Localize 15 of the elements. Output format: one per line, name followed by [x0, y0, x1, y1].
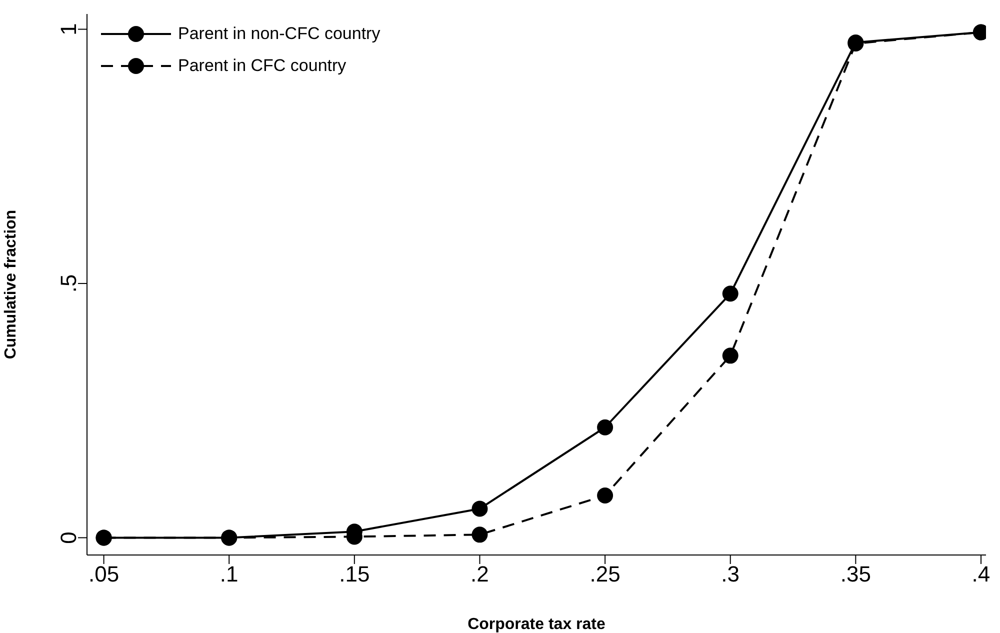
x-tick-label: .25 — [590, 562, 620, 587]
x-tick-label: .2 — [470, 562, 489, 587]
x-tick-label: .3 — [721, 562, 740, 587]
legend-label: Parent in CFC country — [178, 56, 346, 76]
x-tick-label: .15 — [339, 562, 370, 587]
y-tick-label: 1 — [56, 23, 81, 36]
x-tick-label: .35 — [840, 562, 871, 587]
y-tick-label: .5 — [56, 274, 81, 293]
x-tick-label: .4 — [972, 562, 990, 587]
x-tick-label: .05 — [88, 562, 120, 587]
y-tick-label: 0 — [56, 532, 81, 544]
x-tick-label: .1 — [220, 562, 238, 587]
x-axis-title: Corporate tax rate — [468, 616, 606, 633]
y-axis-title: Cumulative fraction — [2, 210, 20, 360]
legend-label: Parent in non-CFC country — [178, 24, 380, 44]
